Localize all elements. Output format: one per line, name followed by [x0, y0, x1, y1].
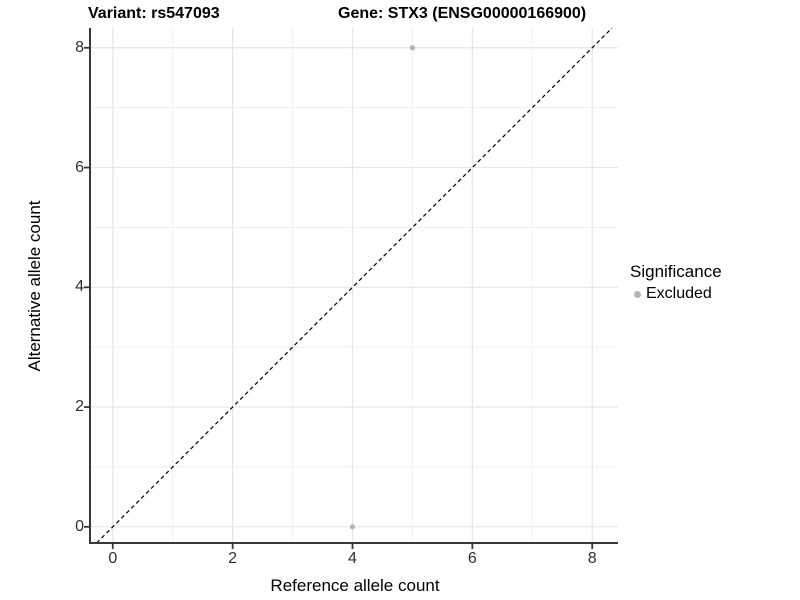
- scatter-point: [409, 45, 416, 51]
- axis-tick-marks: [84, 46, 594, 549]
- x-axis-title: Reference allele count: [270, 576, 440, 595]
- legend-item-label: Excluded: [646, 285, 712, 302]
- legend-title: Significance: [630, 262, 722, 281]
- y-tick-label: 0: [75, 517, 84, 535]
- y-tick-label: 8: [75, 38, 84, 56]
- identity-reference-line: [96, 27, 613, 544]
- x-tick-label: 8: [587, 550, 597, 567]
- x-tick-label: 4: [348, 550, 357, 567]
- plot-title-gene: Gene: STX3 (ENSG00000166900): [338, 5, 587, 22]
- axis-lines: [89, 28, 618, 544]
- y-tick-label: 4: [75, 278, 84, 296]
- y-tick-label: 6: [75, 158, 84, 176]
- legend-item-excluded: Excluded: [634, 285, 722, 303]
- x-tick-label: 2: [228, 550, 238, 567]
- grid-major-lines: [90, 28, 618, 543]
- legend: Significance Excluded: [630, 262, 722, 303]
- grid-minor-lines: [90, 28, 618, 543]
- y-axis-title: Alternative allele count: [25, 200, 44, 372]
- x-tick-label: 6: [467, 550, 477, 567]
- plot-title-variant: Variant: rs547093: [88, 5, 220, 22]
- scatter-point: [349, 524, 356, 530]
- x-tick-label: 0: [108, 550, 118, 567]
- y-tick-label: 2: [75, 398, 84, 416]
- legend-point-icon: [634, 290, 641, 298]
- data-points: [349, 45, 416, 530]
